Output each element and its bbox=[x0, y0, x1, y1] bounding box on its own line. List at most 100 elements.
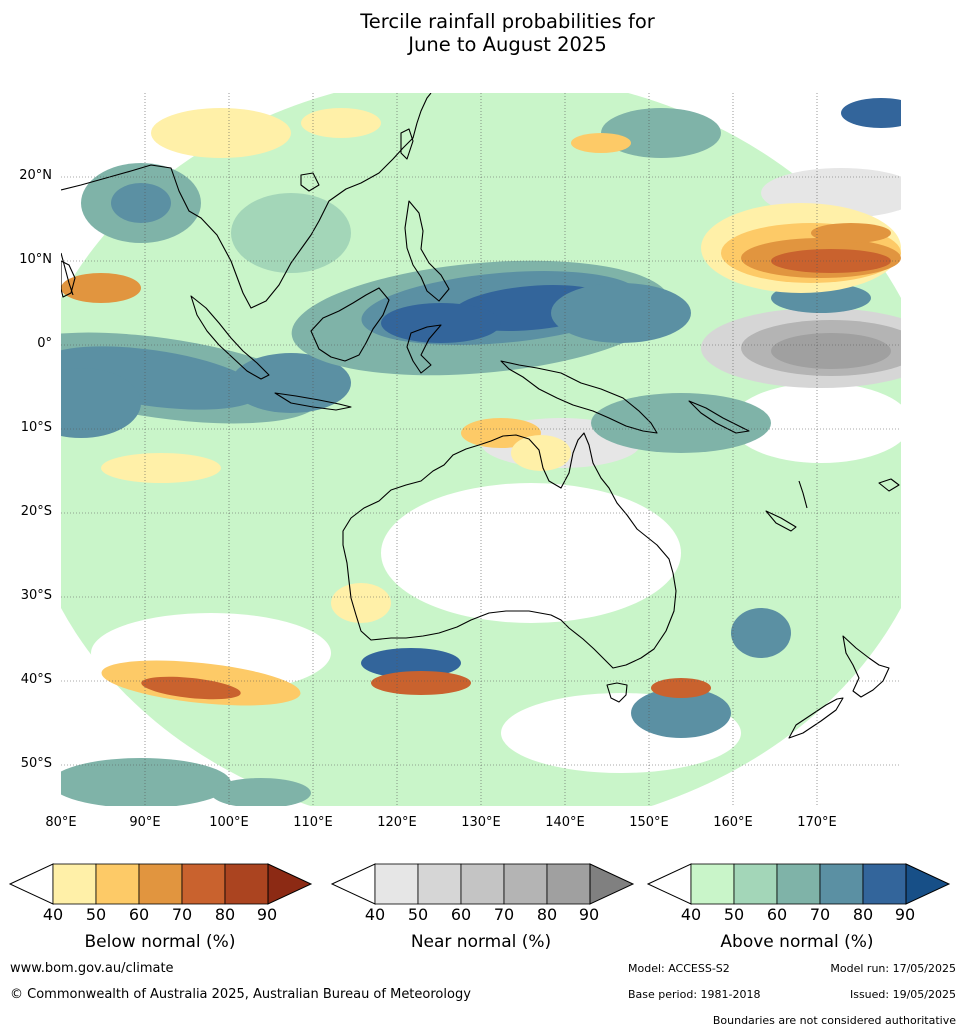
probability-patch bbox=[141, 676, 241, 700]
lon-label-120e: 120°E bbox=[377, 815, 417, 830]
lat-label-50s: 50°S bbox=[20, 756, 52, 771]
probability-patch bbox=[61, 273, 141, 303]
sri-lanka-coastline bbox=[61, 260, 76, 298]
disclaimer-text: Boundaries are not considered authoritat… bbox=[712, 1014, 956, 1027]
legend-above-normal bbox=[646, 862, 951, 906]
legend-below-tick: 90 bbox=[256, 905, 278, 924]
legend-above-title: Above normal (%) bbox=[720, 932, 874, 952]
lon-label-170e: 170°E bbox=[797, 815, 837, 830]
legend-extend-high bbox=[267, 863, 313, 905]
lon-label-110e: 110°E bbox=[293, 815, 333, 830]
vanuatu-coastline bbox=[798, 480, 808, 509]
lat-label-20s: 20°S bbox=[20, 504, 52, 519]
lon-label-140e: 140°E bbox=[545, 815, 585, 830]
probability-patch bbox=[151, 108, 291, 158]
model-text: Model: ACCESS-S2 bbox=[628, 962, 730, 975]
borneo-coastline bbox=[310, 287, 390, 362]
legend-below-tick: 50 bbox=[85, 905, 107, 924]
india-coastline bbox=[61, 252, 74, 296]
probability-patch bbox=[731, 383, 901, 463]
graticule bbox=[61, 93, 901, 806]
legend-extend-low bbox=[646, 863, 692, 905]
legend-swatch bbox=[374, 863, 419, 905]
probability-patch bbox=[771, 333, 891, 369]
legend-above-tick: 90 bbox=[894, 905, 916, 924]
probability-patch bbox=[731, 608, 791, 658]
sulawesi-coastline bbox=[406, 324, 442, 374]
new-guinea-coastline bbox=[500, 360, 658, 434]
probability-patch bbox=[771, 249, 891, 273]
legend-near-tick: 60 bbox=[450, 905, 472, 924]
new-zealand-south-coastline bbox=[788, 697, 844, 739]
legend-swatch bbox=[546, 863, 591, 905]
probability-patch bbox=[371, 671, 471, 695]
lat-label-40s: 40°S bbox=[20, 672, 52, 687]
legend-below-title: Below normal (%) bbox=[84, 932, 236, 952]
sumatra-coastline bbox=[190, 295, 270, 380]
base-period-text: Base period: 1981-2018 bbox=[628, 988, 761, 1001]
probability-patch bbox=[231, 353, 351, 413]
legend-swatch bbox=[181, 863, 226, 905]
legend-above-tick: 70 bbox=[809, 905, 831, 924]
legend-swatch bbox=[224, 863, 269, 905]
legend-above-tick: 80 bbox=[852, 905, 874, 924]
probability-patch bbox=[381, 303, 501, 343]
legend-near-normal bbox=[330, 862, 635, 906]
hainan-coastline bbox=[300, 172, 320, 192]
lon-label-80e: 80°E bbox=[45, 815, 77, 830]
legend-extend-low bbox=[330, 863, 376, 905]
legend-swatch bbox=[417, 863, 462, 905]
probability-patch bbox=[61, 758, 231, 806]
copyright-text: © Commonwealth of Australia 2025, Austra… bbox=[10, 987, 471, 1002]
lon-label-150e: 150°E bbox=[629, 815, 669, 830]
website-link[interactable]: www.bom.gov.au/climate bbox=[10, 961, 174, 976]
philippines-coastline bbox=[404, 200, 450, 302]
probability-patch bbox=[381, 483, 681, 623]
legend-near-tick: 90 bbox=[578, 905, 600, 924]
probability-patch bbox=[101, 453, 221, 483]
legend-above-tick: 40 bbox=[680, 905, 702, 924]
map-title-line1: Tercile rainfall probabilities for bbox=[360, 10, 655, 33]
map-title: Tercile rainfall probabilities for June … bbox=[0, 10, 965, 56]
probability-patch bbox=[811, 223, 891, 243]
legend-above-tick: 50 bbox=[723, 905, 745, 924]
lat-label-20n: 20°N bbox=[19, 168, 52, 183]
probability-patch bbox=[511, 435, 571, 471]
legend-extend-high bbox=[905, 863, 951, 905]
probability-patch bbox=[571, 133, 631, 153]
probability-patch bbox=[841, 98, 901, 128]
probability-patch bbox=[651, 678, 711, 698]
probability-patch bbox=[601, 108, 721, 158]
legend-below-tick: 80 bbox=[214, 905, 236, 924]
lat-label-10n: 10°N bbox=[19, 252, 52, 267]
taiwan-coastline bbox=[400, 128, 414, 160]
issued-text: Issued: 19/05/2025 bbox=[849, 988, 956, 1001]
lon-label-160e: 160°E bbox=[713, 815, 753, 830]
probability-patch bbox=[631, 688, 731, 738]
lon-label-100e: 100°E bbox=[209, 815, 249, 830]
solomon-islands-coastline bbox=[688, 400, 750, 434]
tasmania-coastline bbox=[606, 682, 628, 703]
legend-above-tick: 60 bbox=[766, 905, 788, 924]
java-coastline bbox=[274, 392, 352, 411]
legend-near-title: Near normal (%) bbox=[410, 932, 552, 952]
lon-label-90e: 90°E bbox=[129, 815, 161, 830]
legend-near-tick: 70 bbox=[493, 905, 515, 924]
probability-patch bbox=[211, 778, 311, 806]
legend-below-tick: 60 bbox=[128, 905, 150, 924]
legend-swatch bbox=[776, 863, 821, 905]
legend-swatch bbox=[52, 863, 97, 905]
fiji-coastline bbox=[878, 478, 900, 492]
probability-patch bbox=[591, 393, 771, 453]
legend-swatch bbox=[690, 863, 735, 905]
legend-swatch bbox=[138, 863, 183, 905]
probability-patch bbox=[361, 648, 461, 678]
legend-extend-low bbox=[8, 863, 54, 905]
probability-patch bbox=[551, 283, 691, 343]
lat-label-0: 0° bbox=[37, 336, 52, 351]
probability-patch bbox=[231, 193, 351, 273]
legend-swatch bbox=[819, 863, 864, 905]
legend-below-normal bbox=[8, 862, 313, 906]
map-canvas bbox=[61, 93, 901, 806]
legend-near-tick: 40 bbox=[364, 905, 386, 924]
